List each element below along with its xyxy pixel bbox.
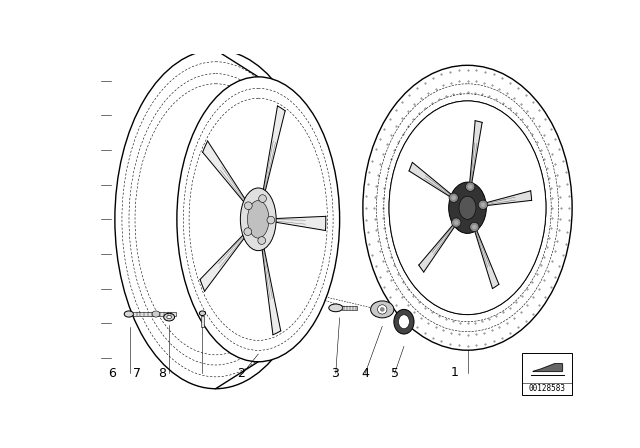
Ellipse shape bbox=[389, 101, 546, 314]
Ellipse shape bbox=[241, 188, 276, 250]
Polygon shape bbox=[262, 106, 285, 201]
Ellipse shape bbox=[199, 311, 205, 315]
FancyBboxPatch shape bbox=[134, 312, 176, 316]
Ellipse shape bbox=[394, 310, 414, 334]
Text: 3: 3 bbox=[332, 367, 339, 380]
Circle shape bbox=[259, 195, 266, 202]
Ellipse shape bbox=[371, 301, 394, 318]
Circle shape bbox=[267, 216, 275, 224]
Circle shape bbox=[481, 202, 485, 207]
Circle shape bbox=[454, 220, 458, 225]
Polygon shape bbox=[269, 216, 326, 231]
Text: 4: 4 bbox=[361, 367, 369, 380]
Ellipse shape bbox=[167, 315, 172, 319]
Ellipse shape bbox=[389, 101, 546, 314]
Polygon shape bbox=[200, 229, 249, 291]
Circle shape bbox=[244, 202, 252, 210]
Ellipse shape bbox=[363, 65, 572, 350]
Polygon shape bbox=[260, 238, 281, 335]
Ellipse shape bbox=[164, 313, 175, 321]
Text: 00128583: 00128583 bbox=[529, 384, 565, 393]
Ellipse shape bbox=[248, 201, 269, 238]
Ellipse shape bbox=[459, 196, 476, 220]
Text: 2: 2 bbox=[237, 367, 245, 380]
Ellipse shape bbox=[152, 311, 160, 317]
FancyBboxPatch shape bbox=[342, 306, 358, 310]
Circle shape bbox=[478, 200, 488, 209]
Circle shape bbox=[244, 228, 252, 236]
Ellipse shape bbox=[177, 77, 340, 362]
Ellipse shape bbox=[399, 315, 410, 329]
Text: 7: 7 bbox=[133, 367, 141, 380]
Circle shape bbox=[452, 218, 461, 227]
Circle shape bbox=[470, 222, 479, 232]
Polygon shape bbox=[481, 191, 532, 206]
Circle shape bbox=[451, 195, 456, 200]
Polygon shape bbox=[469, 121, 482, 189]
Circle shape bbox=[378, 305, 387, 314]
Ellipse shape bbox=[449, 182, 486, 233]
Ellipse shape bbox=[329, 304, 343, 312]
Bar bbox=[522, 353, 572, 395]
Text: 5: 5 bbox=[391, 367, 399, 380]
Circle shape bbox=[468, 185, 472, 189]
Polygon shape bbox=[409, 163, 456, 200]
Circle shape bbox=[472, 224, 477, 229]
Polygon shape bbox=[203, 141, 250, 208]
Circle shape bbox=[380, 307, 385, 312]
Text: 1: 1 bbox=[451, 366, 458, 379]
Polygon shape bbox=[419, 220, 458, 272]
Circle shape bbox=[449, 193, 458, 202]
Ellipse shape bbox=[124, 311, 134, 317]
Ellipse shape bbox=[115, 50, 316, 389]
Text: 8: 8 bbox=[158, 367, 166, 380]
Polygon shape bbox=[473, 224, 499, 289]
Polygon shape bbox=[533, 364, 563, 371]
Text: 6: 6 bbox=[108, 367, 116, 380]
FancyBboxPatch shape bbox=[201, 315, 204, 327]
Circle shape bbox=[465, 182, 475, 191]
Circle shape bbox=[258, 237, 266, 245]
